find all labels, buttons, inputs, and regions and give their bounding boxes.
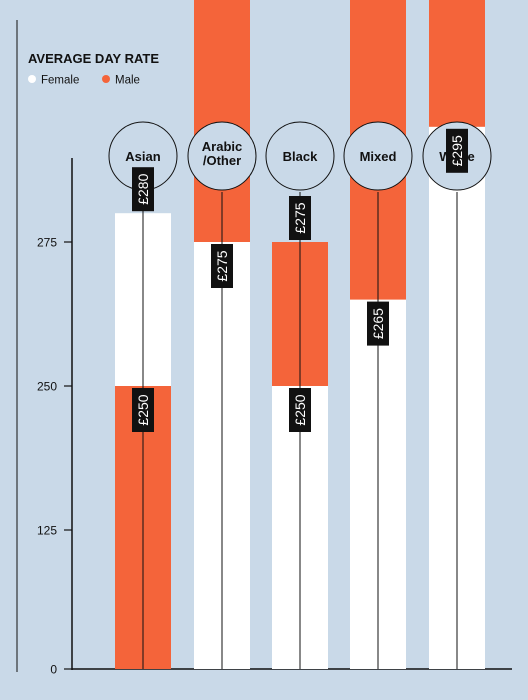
male-value-label-0-bg — [132, 388, 154, 432]
bar-gap-4 — [429, 0, 485, 127]
male-value-label-3-text: £265 — [370, 308, 386, 339]
legend-male-dot — [102, 75, 110, 83]
y-tick-label: 125 — [37, 524, 57, 538]
male-value-label-4-text: £295 — [449, 135, 465, 166]
y-tick-label: 250 — [37, 380, 57, 394]
male-value-label-4-bg — [446, 128, 468, 173]
male-value-label-2-bg — [289, 388, 311, 432]
legend-female-label: Female — [41, 75, 79, 87]
male-value-label-0-text: £250 — [135, 394, 151, 425]
male-value-label-2-text: £250 — [292, 394, 308, 425]
category-circle-1 — [187, 121, 257, 191]
category-label-1: Arabic/Other — [202, 139, 242, 168]
female-value-label-2: £275 — [289, 196, 311, 240]
chart-title: AVERAGE DAY RATE — [28, 51, 159, 66]
female-value-label-2-bg — [289, 196, 311, 240]
male-value-label-4: £295 — [446, 128, 468, 173]
category-label-0: Asian — [125, 149, 160, 164]
male-value-label-0: £250 — [132, 388, 154, 432]
value-labels: £280£250£325£275£275£250£340£265£345£295 — [132, 128, 468, 432]
category-circle-3 — [343, 121, 413, 191]
male-value-label-1-bg — [211, 244, 233, 288]
male-value-label-3-bg — [367, 301, 389, 346]
category-label-3: Mixed — [360, 149, 397, 164]
y-tick-label: 0 — [50, 663, 57, 677]
male-value-label-1: £275 — [211, 244, 233, 288]
y-tick-label: 275 — [37, 236, 57, 250]
legend: Female Male — [28, 75, 140, 87]
male-value-label-2: £250 — [289, 388, 311, 432]
category-circle-2 — [265, 121, 335, 191]
female-value-label-0-text: £280 — [135, 173, 151, 204]
male-value-label-3: £265 — [367, 301, 389, 346]
female-value-label-0-bg — [132, 167, 154, 212]
legend-male-label: Male — [115, 75, 140, 87]
category-label-2: Black — [283, 149, 318, 164]
male-value-label-1-text: £275 — [214, 250, 230, 281]
legend-female-dot — [28, 75, 36, 83]
female-value-label-2-text: £275 — [292, 202, 308, 233]
female-value-label-0: £280 — [132, 167, 154, 212]
